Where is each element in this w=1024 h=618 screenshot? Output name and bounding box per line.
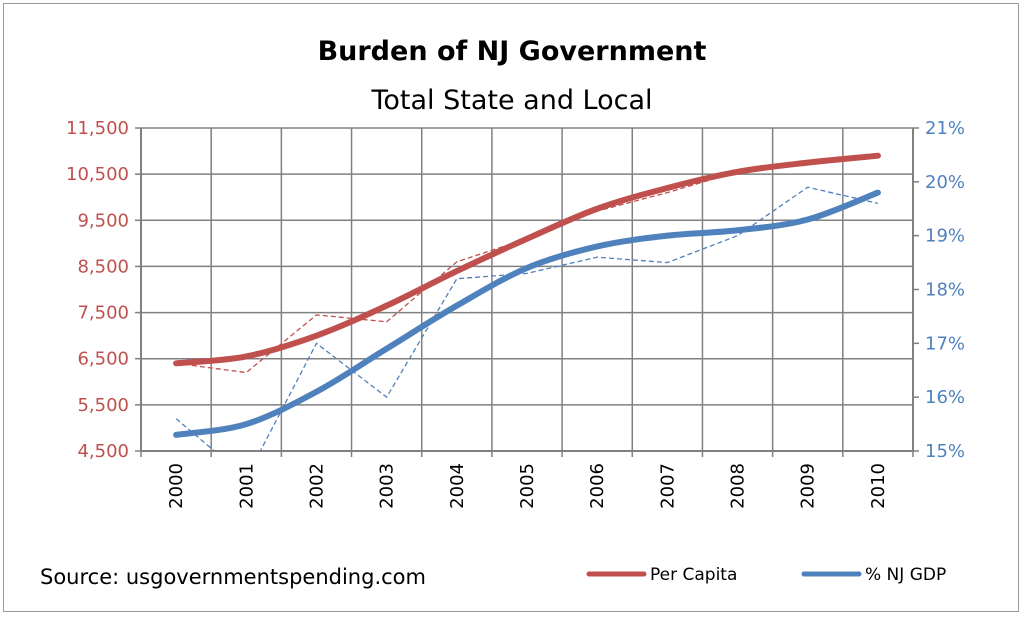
right-tick-label: 17% <box>925 333 965 354</box>
x-tick-label: 2001 <box>236 463 257 509</box>
axes <box>140 128 914 452</box>
x-tick-label: 2005 <box>517 463 538 509</box>
left-tick-label: 4,500 <box>77 441 129 462</box>
right-axis-ticks: 15% 16% 17% 18% 19% 20% 21% <box>913 118 965 462</box>
right-tick-label: 18% <box>925 280 965 301</box>
x-tick-label: 2006 <box>587 463 608 509</box>
x-axis-ticks: 2000 2001 2002 2003 2004 2005 2006 2007 2008 2009… <box>140 451 914 509</box>
legend: Per Capita % NJ GDP <box>586 565 946 585</box>
x-tick-label: 2009 <box>798 463 819 509</box>
series-per-capita-trend-line <box>173 152 881 367</box>
left-tick-label: 11,500 <box>66 118 129 139</box>
right-tick-label: 16% <box>925 387 965 408</box>
left-tick-label: 9,500 <box>77 210 129 231</box>
x-tick-label: 2004 <box>447 463 468 509</box>
right-tick-label: 15% <box>925 441 965 462</box>
series-gdp-trend-line <box>173 189 881 438</box>
series-gdp-actual-line <box>175 186 879 451</box>
left-tick-label: 5,500 <box>77 395 129 416</box>
x-tick-label: 2007 <box>657 463 678 509</box>
x-tick-label: 2010 <box>868 463 889 509</box>
grid-lines <box>140 127 914 452</box>
legend-per-capita-label: Per Capita <box>650 565 737 585</box>
left-axis-ticks: 4,500 5,500 6,500 7,500 8,500 9,500 10,500 11,5… <box>66 118 141 462</box>
x-tick-label: 2000 <box>166 463 187 509</box>
left-tick-label: 7,500 <box>77 303 129 324</box>
right-tick-label: 19% <box>925 226 965 247</box>
left-tick-label: 6,500 <box>77 349 129 370</box>
chart-title: Burden of NJ Government <box>318 36 707 67</box>
legend-gdp-label: % NJ GDP <box>865 565 946 585</box>
left-tick-label: 8,500 <box>77 256 129 277</box>
plot-area <box>173 152 881 451</box>
x-tick-label: 2003 <box>377 463 398 509</box>
right-tick-label: 20% <box>925 172 965 193</box>
chart-subtitle: Total State and Local <box>370 85 652 116</box>
right-tick-label: 21% <box>925 118 965 139</box>
x-tick-label: 2002 <box>306 463 327 509</box>
x-tick-label: 2008 <box>728 463 749 509</box>
chart-svg: Burden of NJ Government Total State and … <box>40 36 965 589</box>
chart-frame: Burden of NJ Government Total State and … <box>3 3 1019 612</box>
source-text: Source: usgovernmentspending.com <box>40 565 426 589</box>
left-tick-label: 10,500 <box>66 164 129 185</box>
